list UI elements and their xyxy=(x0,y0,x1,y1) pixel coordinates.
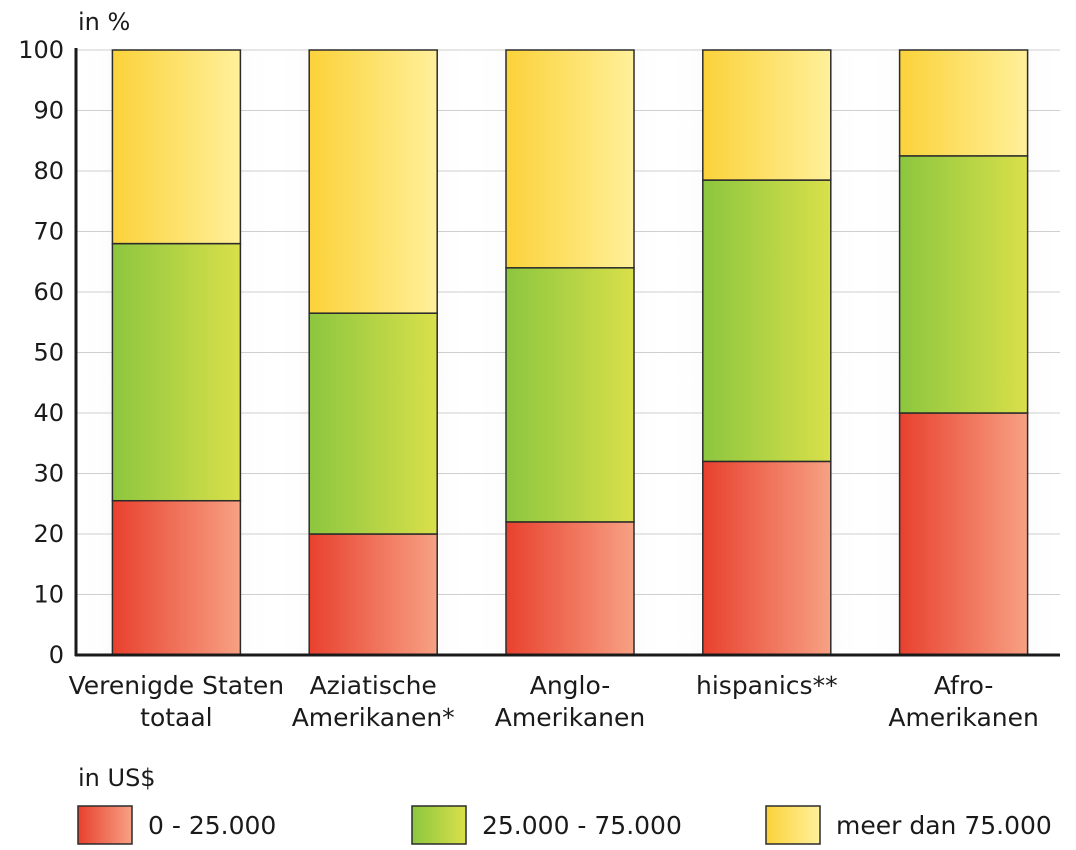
y-axis-unit-label: in % xyxy=(78,8,130,36)
y-tick-label: 20 xyxy=(33,520,64,548)
legend: 0 - 25.000 25.000 - 75.000 meer dan 75.000 xyxy=(77,805,1052,845)
bar-segment xyxy=(308,49,438,314)
bar-segment xyxy=(898,155,1029,414)
axes xyxy=(74,48,1060,657)
bars xyxy=(111,49,1029,656)
y-tick-label: 30 xyxy=(33,460,64,488)
legend-label: 25.000 - 75.000 xyxy=(482,811,682,840)
y-tick-label: 80 xyxy=(33,157,64,185)
y-tick-label: 40 xyxy=(33,399,64,427)
bar-segment xyxy=(308,533,438,656)
x-category-labels: Verenigde Staten totaal Aziatische Amerikan… xyxy=(69,671,1039,732)
bar-segment xyxy=(505,49,635,269)
bar-segment xyxy=(702,49,832,181)
bar-segment xyxy=(111,242,242,502)
y-tick-label: 50 xyxy=(33,339,64,367)
y-tick-label: 90 xyxy=(33,97,64,125)
legend-swatch xyxy=(765,805,821,845)
x-category-label: Amerikanen* xyxy=(292,703,455,732)
legend-swatch xyxy=(77,805,133,845)
x-category-label: Verenigde Staten xyxy=(69,671,285,700)
x-category-label: Amerikanen xyxy=(495,703,646,732)
y-tick-label: 10 xyxy=(33,581,64,609)
legend-swatch xyxy=(411,805,467,845)
bar-segment xyxy=(505,267,635,523)
legend-label: meer dan 75.000 xyxy=(836,811,1052,840)
bar-segment xyxy=(702,179,832,463)
legend-label: 0 - 25.000 xyxy=(148,811,276,840)
bar-segment xyxy=(702,460,832,656)
x-category-label: Amerikanen xyxy=(888,703,1039,732)
x-category-label: Anglo- xyxy=(530,671,611,700)
bar-segment xyxy=(898,412,1029,656)
x-category-label: hispanics** xyxy=(696,671,838,700)
bar-segment xyxy=(111,499,242,656)
legend-title: in US$ xyxy=(78,764,156,792)
y-tick-label: 100 xyxy=(18,36,64,64)
bar-segment xyxy=(505,521,635,656)
x-category-label: Afro- xyxy=(934,671,994,700)
y-tick-labels: 0 10 20 30 40 50 60 70 80 90 100 xyxy=(18,36,64,669)
bar-segment xyxy=(308,312,438,535)
bar-segment xyxy=(898,49,1029,157)
x-category-label: Aziatische xyxy=(310,671,437,700)
x-category-label: totaal xyxy=(140,703,213,732)
bar-segment xyxy=(111,49,242,245)
y-tick-label: 70 xyxy=(33,218,64,246)
y-tick-label: 0 xyxy=(49,641,64,669)
y-tick-label: 60 xyxy=(33,278,64,306)
